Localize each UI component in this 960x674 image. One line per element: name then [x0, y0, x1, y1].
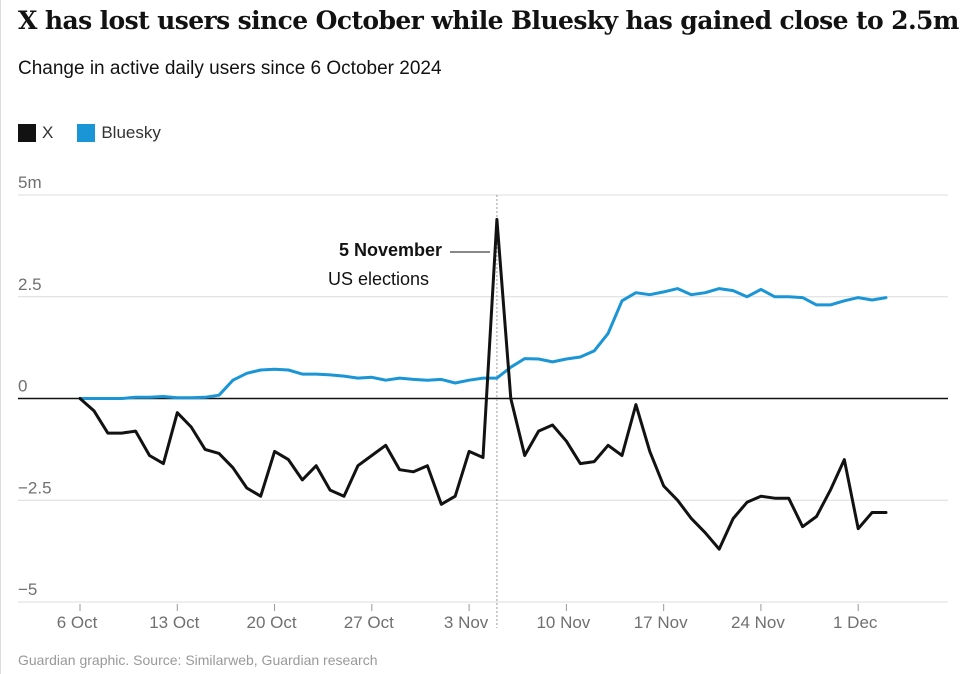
series-line-bluesky: [78, 287, 888, 400]
x-tick-label: 17 Nov: [634, 613, 688, 632]
annotation-layer: 5 November US elections: [328, 195, 498, 628]
page-left-rule: [0, 0, 1, 674]
legend-item-bluesky: Bluesky: [77, 123, 161, 143]
y-tick-label: 2.5: [18, 275, 42, 294]
y-tick-label: −5: [18, 580, 37, 599]
legend-swatch-bluesky: [77, 124, 96, 142]
series-line-x: [78, 217, 888, 551]
y-tick-label: 0: [18, 377, 27, 396]
x-axis: 6 Oct 13 Oct 20 Oct 27 Oct 3 Nov 10 Nov 17 Nov…: [57, 604, 878, 632]
annotation-subtitle: US elections: [328, 269, 429, 289]
x-tick-label: 27 Oct: [344, 613, 394, 632]
y-tick-label: −2.5: [18, 478, 52, 497]
x-tick-label: 20 Oct: [247, 613, 297, 632]
x-tick-label: 3 Nov: [444, 613, 489, 632]
annotation-title: 5 November: [339, 240, 442, 260]
legend-item-x: X: [18, 123, 53, 143]
x-tick-label: 13 Oct: [149, 613, 199, 632]
y-tick-label: 5m: [18, 173, 42, 192]
x-tick-label: 1 Dec: [833, 613, 878, 632]
legend-swatch-x: [18, 124, 36, 142]
legend-label-bluesky: Bluesky: [101, 123, 161, 142]
chart-title: X has lost users since October while Blu…: [18, 6, 959, 35]
x-tick-label: 10 Nov: [536, 613, 590, 632]
source-note: Guardian graphic. Source: Similarweb, Gu…: [18, 652, 378, 668]
x-tick-label: 24 Nov: [731, 613, 785, 632]
chart-subtitle: Change in active daily users since 6 Oct…: [18, 58, 442, 79]
legend-label-x: X: [42, 123, 54, 142]
legend: X Bluesky: [18, 123, 185, 143]
grid-layer: 5m 2.5 0 −2.5 −5: [18, 173, 948, 603]
x-tick-label: 6 Oct: [57, 613, 98, 632]
series-layer: [78, 217, 888, 551]
